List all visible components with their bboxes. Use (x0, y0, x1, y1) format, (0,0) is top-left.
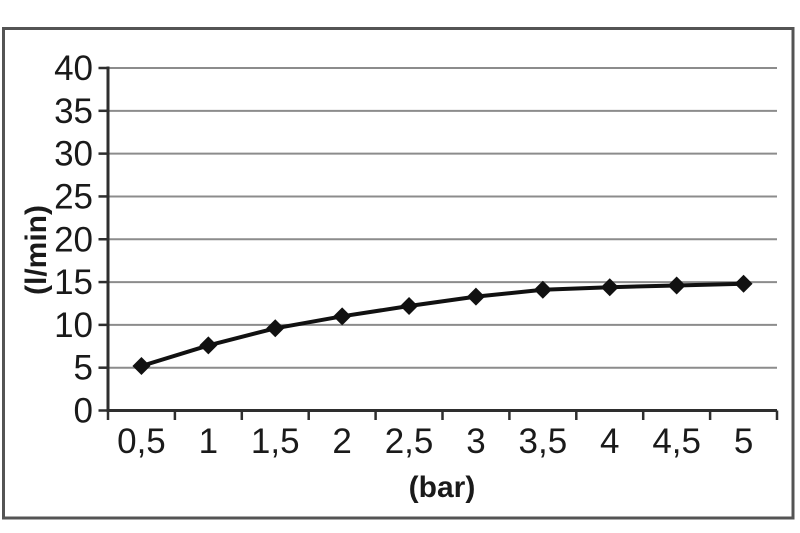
data-point-marker (600, 278, 619, 297)
x-tick-label: 2,5 (385, 422, 434, 461)
x-tick-label: 5 (734, 422, 753, 461)
data-point-marker (667, 276, 686, 295)
y-tick-label: 0 (74, 392, 93, 431)
y-tick-label: 40 (54, 49, 93, 88)
y-tick-label: 30 (54, 135, 93, 174)
data-point-marker (266, 319, 285, 338)
x-tick-label: 2 (332, 422, 351, 461)
data-point-marker (466, 287, 485, 306)
data-point-marker (199, 336, 218, 355)
data-point-marker (400, 297, 419, 316)
y-tick-label: 20 (54, 220, 93, 259)
x-tick-label: 3,5 (519, 422, 568, 461)
data-point-marker (734, 274, 753, 293)
x-tick-label: 0,5 (117, 422, 166, 461)
y-tick-label: 25 (54, 177, 93, 216)
data-point-marker (132, 356, 151, 375)
y-tick-label: 35 (54, 92, 93, 131)
x-axis-title: (bar) (409, 471, 476, 504)
x-tick-label: 3 (466, 422, 485, 461)
series-line (139, 281, 746, 368)
y-tick-label: 10 (54, 306, 93, 345)
x-tick-label: 4,5 (652, 422, 701, 461)
y-tick-label: 15 (54, 263, 93, 302)
x-tick-label: 1,5 (251, 422, 300, 461)
x-tick-label: 1 (199, 422, 218, 461)
x-tick-label: 4 (600, 422, 619, 461)
y-axis-title: (l/min) (20, 205, 53, 295)
data-point-marker (533, 280, 552, 299)
data-point-marker (333, 307, 352, 326)
y-tick-label: 5 (74, 349, 93, 388)
